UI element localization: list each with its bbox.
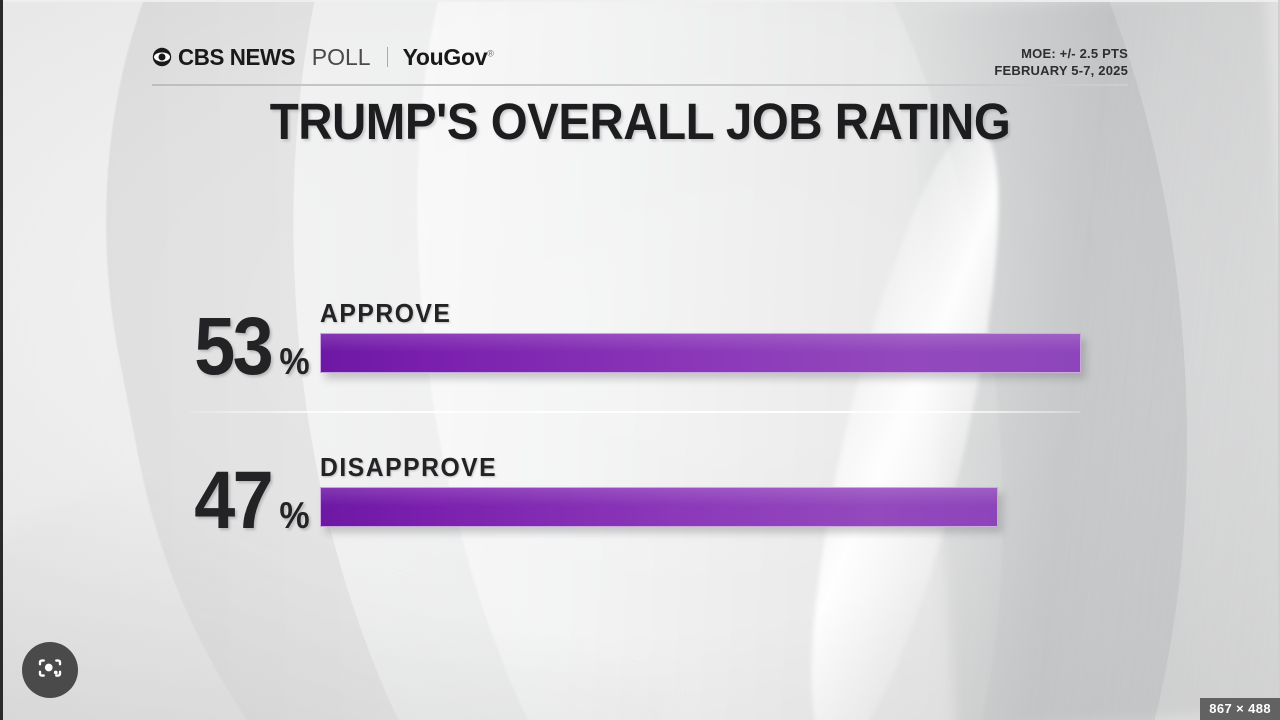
frame-edge-right	[1278, 0, 1280, 720]
disapprove-bar-gloss	[321, 488, 997, 507]
google-lens-icon	[35, 653, 65, 688]
approve-bar-fill	[320, 333, 1081, 373]
brand-row: CBS NEWS POLL YouGov®	[152, 44, 494, 70]
page-title: TRUMP'S OVERALL JOB RATING	[269, 93, 1011, 150]
approve-percent: 53 %	[190, 301, 311, 393]
disapprove-value: 47	[194, 455, 273, 547]
poll-row-disapprove: 47 % DISAPPROVE	[190, 446, 1090, 547]
cbs-eye-icon	[152, 47, 172, 67]
brand-block: CBS NEWS POLL YouGov®	[152, 44, 494, 70]
poll-row-approve: 53 % APPROVE	[190, 292, 1090, 393]
disapprove-bar-track	[320, 487, 1090, 527]
field-dates: FEBRUARY 5-7, 2025	[994, 63, 1128, 79]
approve-value: 53	[194, 301, 273, 393]
google-lens-button[interactable]	[22, 642, 78, 698]
frame-edge-top	[0, 0, 1280, 2]
brand-poll: POLL	[311, 43, 371, 70]
poll-meta: MOE: +/- 2.5 PTS FEBRUARY 5-7, 2025	[994, 44, 1128, 79]
disapprove-percent: 47 %	[190, 455, 311, 547]
brand-yougov: YouGov®	[402, 43, 494, 70]
approve-label: APPROVE	[320, 298, 452, 328]
header-rule	[152, 84, 1128, 86]
approve-bar-gloss	[321, 334, 1080, 353]
disapprove-percent-sign: %	[279, 495, 310, 537]
disapprove-label: DISAPPROVE	[320, 452, 498, 482]
disapprove-bar-fill	[320, 487, 998, 527]
brand-cbs-news: CBS NEWS	[178, 43, 296, 70]
frame-edge-left	[0, 0, 3, 720]
row-divider	[190, 411, 1080, 413]
poll-header: CBS NEWS POLL YouGov® MOE: +/- 2.5 PTS F…	[152, 44, 1128, 79]
margin-of-error: MOE: +/- 2.5 PTS	[1021, 46, 1128, 61]
approve-bar-track	[320, 333, 1090, 373]
approve-percent-sign: %	[279, 341, 310, 383]
brand-divider	[386, 47, 388, 67]
image-dimensions-badge: 867 × 488	[1200, 698, 1280, 720]
